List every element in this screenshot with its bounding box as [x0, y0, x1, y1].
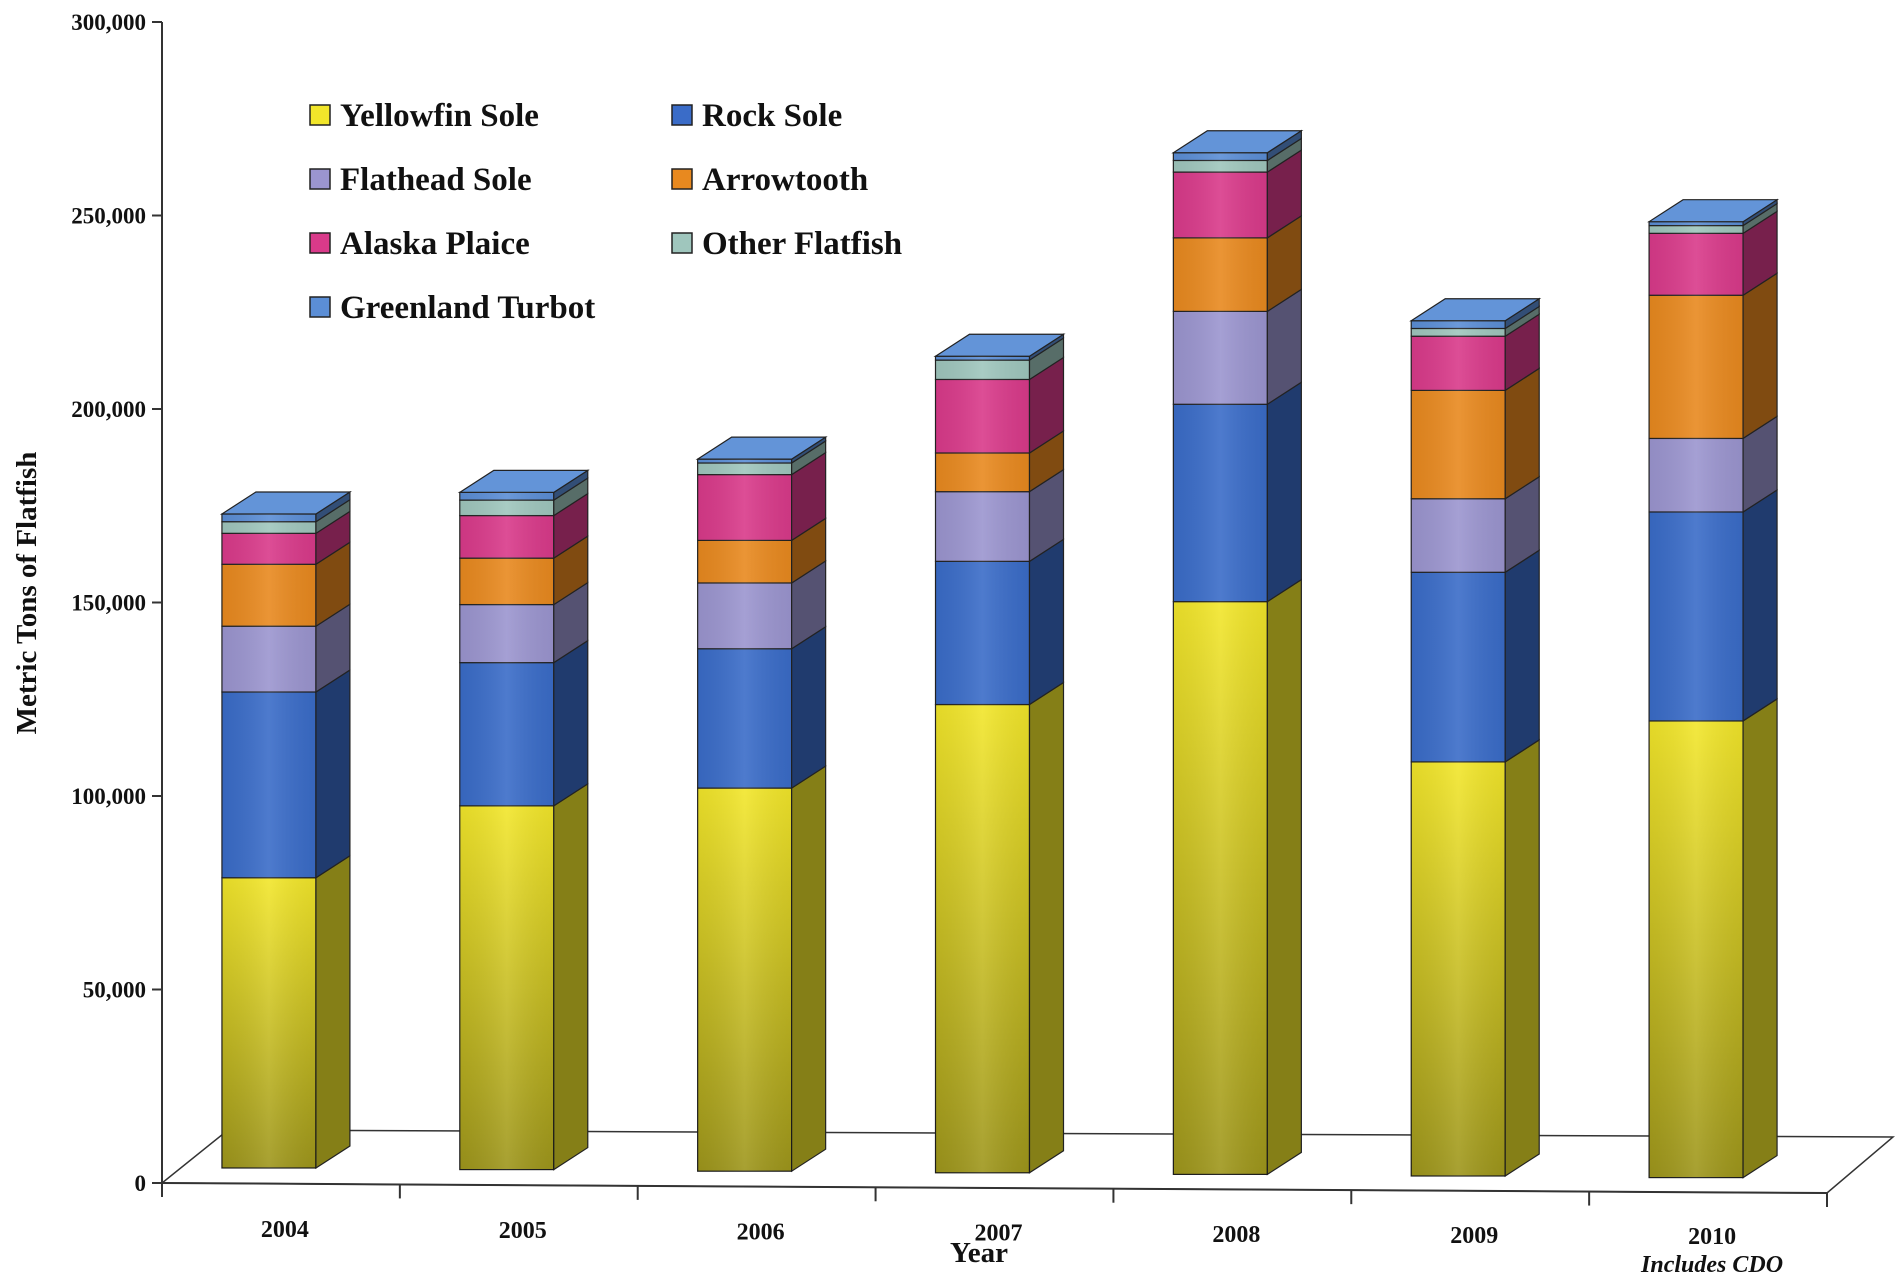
bar-stack-2007	[933, 333, 1066, 1174]
legend-swatch	[671, 104, 693, 126]
bar-stack-2006	[695, 436, 828, 1173]
bar-side	[1266, 381, 1302, 603]
bar-side	[1028, 681, 1065, 1174]
legend-label: Flathead Sole	[340, 162, 532, 198]
bar-highlight	[1411, 320, 1506, 1177]
bar-highlight	[221, 513, 316, 1168]
y-tick-label: 100,000	[71, 784, 146, 809]
x-axis-ticks	[161, 1183, 1828, 1207]
x-tick-label: 2006	[737, 1219, 785, 1245]
bar-highlight	[697, 459, 792, 1172]
bar-side	[1504, 367, 1540, 500]
x-tick-label: 2005	[499, 1218, 547, 1244]
y-tick-label: 250,000	[71, 204, 146, 229]
legend-swatch	[309, 296, 331, 318]
bar-side	[791, 625, 827, 790]
bar-highlight	[1649, 221, 1744, 1178]
legend-label: Yellowfin Sole	[340, 98, 539, 134]
bar-highlight	[1173, 152, 1268, 1175]
legend-item: Other Flatfish	[671, 226, 902, 262]
x-tick-label: 2009	[1450, 1223, 1498, 1249]
x-tick-label: 2008	[1212, 1222, 1260, 1248]
bar-side	[1028, 538, 1065, 706]
bar-stack-2005	[457, 469, 590, 1171]
legend-swatch	[671, 168, 693, 190]
bar-side	[553, 639, 589, 807]
y-tick-label: 150,000	[71, 591, 146, 616]
x-axis-line	[161, 1182, 1828, 1194]
legend-swatch	[309, 168, 331, 190]
y-tick-label: 50,000	[83, 978, 146, 1003]
x-tick-note: Includes CDQ	[1640, 1252, 1783, 1272]
bar-side	[315, 668, 351, 879]
x-tick-label: 2010	[1688, 1224, 1736, 1250]
bar-side	[1504, 738, 1540, 1178]
bar-stack-2009	[1409, 297, 1542, 1178]
legend-label: Greenland Turbot	[340, 290, 595, 326]
bar-stack-2010	[1647, 198, 1780, 1179]
x-tick-label: 2004	[261, 1217, 309, 1243]
bar-side	[1742, 697, 1778, 1179]
bar-side	[1742, 272, 1778, 440]
legend-item: Alaska Plaice	[309, 226, 530, 262]
bar-side	[1742, 488, 1778, 723]
legend-label: Arrowtooth	[702, 162, 868, 198]
x-axis-title: Year	[950, 1237, 1008, 1269]
y-axis-title: Metric Tons of Flatfish	[11, 452, 43, 735]
y-tick-label: 300,000	[71, 10, 146, 35]
bar-highlight	[935, 356, 1030, 1173]
legend-label: Alaska Plaice	[340, 226, 530, 262]
legend-item: Flathead Sole	[309, 162, 532, 198]
legend-label: Other Flatfish	[702, 226, 902, 262]
bar-side	[791, 764, 827, 1173]
x-tick-label: 2007	[975, 1221, 1023, 1247]
legend-swatch	[309, 232, 331, 254]
y-tick-label: 200,000	[71, 397, 146, 422]
bar-side	[315, 854, 351, 1170]
legend-item: Greenland Turbot	[309, 290, 595, 326]
bar-side	[1266, 578, 1302, 1176]
bars	[219, 129, 1780, 1179]
bar-stack-2008	[1171, 129, 1304, 1176]
legend-swatch	[309, 104, 331, 126]
bar-side	[1504, 549, 1540, 764]
legend-item: Rock Sole	[671, 98, 842, 134]
legend-item: Yellowfin Sole	[309, 98, 539, 134]
legend-swatch	[671, 232, 693, 254]
legend-label: Rock Sole	[702, 98, 842, 134]
bar-side	[553, 782, 589, 1171]
y-tick-label: 0	[135, 1171, 147, 1196]
legend: Yellowfin Sole Rock Sole Flathead Sole Arro…	[309, 98, 902, 326]
bar-highlight	[459, 492, 554, 1170]
bar-stack-2004	[219, 490, 352, 1170]
legend-item: Arrowtooth	[671, 162, 868, 198]
y-axis-ticks: 0 50,000 100,000 150,000 200,000 250,000 300,0…	[71, 10, 162, 1196]
